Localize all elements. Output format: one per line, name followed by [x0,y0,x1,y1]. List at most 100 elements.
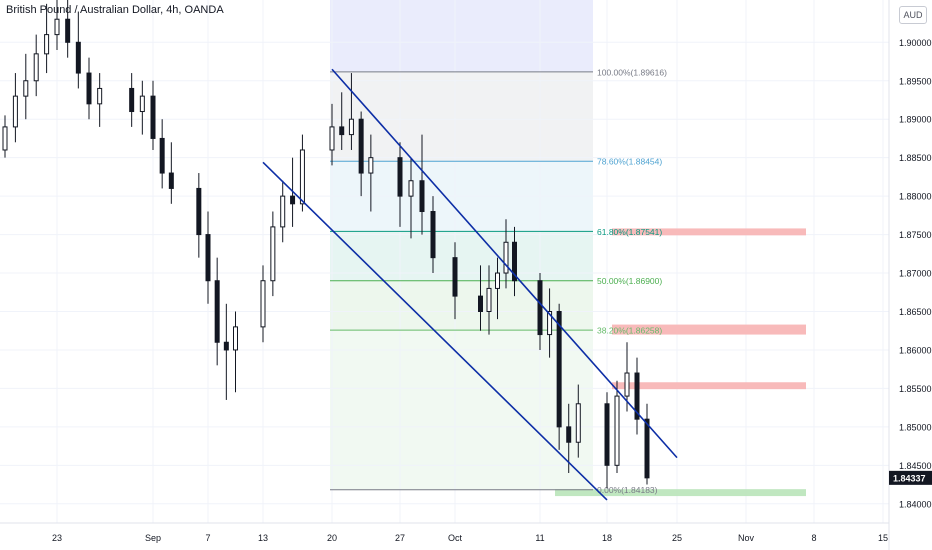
fib-band [330,231,593,281]
y-tick-label: 1.90000 [899,38,932,48]
candle [205,211,211,304]
candle-body [2,126,8,151]
candle [575,384,581,458]
candle-body [150,95,156,139]
fib-band [330,71,593,162]
y-tick-label: 1.88000 [899,192,932,202]
candle-body [430,211,436,259]
currency-button[interactable]: AUD [899,6,927,24]
fib-levels-layer: 100.00%(1.89616) 78.60%(1.88454) 61.80%(1.… [330,67,667,495]
y-tick-label: 1.86000 [899,345,932,355]
candle [419,134,425,235]
candle-body [23,80,29,97]
candle [86,57,92,120]
candle [547,288,553,358]
zone-layer [555,228,806,497]
candle [159,119,165,189]
x-tick-label: 20 [327,533,337,543]
candle [23,53,29,120]
candle-body [624,372,630,397]
candle [537,273,543,350]
x-tick-label: 11 [535,533,544,543]
candle [12,73,18,143]
candle-body [604,403,610,466]
candle [614,380,620,474]
candle [280,180,286,243]
y-tick-label: 1.84500 [899,461,932,471]
fib-level-label: 61.80%(1.87541) [597,227,662,237]
y-tick-label: 1.85500 [899,384,932,394]
candle [329,103,335,166]
fib-band [330,0,593,72]
candle [486,265,492,335]
candle-body [44,34,50,55]
x-tick-label: 15 [878,533,888,543]
resistance-zone [612,228,806,236]
candle-body [419,180,425,213]
candle [495,257,500,320]
candle-body [358,118,364,174]
candle [139,80,145,135]
candle-body [503,241,509,274]
candle [430,196,436,274]
fib-band [330,280,593,331]
candle [408,157,414,239]
candle-body [168,172,174,189]
y-tick-label: 1.87500 [899,230,932,240]
y-tick-label: 1.86500 [899,307,932,317]
candle [150,80,156,150]
x-tick-label: 8 [811,533,816,543]
candle [2,115,8,158]
candle-body [547,310,553,336]
candle [168,142,174,204]
support-zone [555,489,806,497]
candle-body [75,41,81,74]
candle-body [86,72,92,105]
fib-background-layer [330,0,593,490]
candles-layer [2,0,650,489]
y-tick-label: 1.85000 [899,422,932,432]
x-tick-label: Nov [738,533,755,543]
channel-layer [262,68,678,501]
candle-body [97,87,103,105]
last-price-tag [889,470,932,485]
candle [214,257,220,366]
candle-body [233,326,238,351]
resistance-zone [612,382,806,390]
candle-body [368,157,374,174]
candle-body [329,126,335,151]
x-tick-label: 13 [258,533,268,543]
candle-body [214,280,220,343]
last-price-label: 1.84337 [893,473,926,483]
fib-level-label: 100.00%(1.89616) [597,67,667,77]
candle-body [397,157,403,197]
candle [65,0,71,58]
chart-title: British Pound / Australian Dollar, 4h, O… [6,4,224,16]
candle [452,242,458,320]
candle [368,134,374,212]
x-tick-label: 7 [205,533,210,543]
candle [260,265,266,343]
x-tick-label: 25 [672,533,682,543]
y-tick-label: 1.87000 [899,269,932,279]
candle [634,357,640,435]
candle [478,265,483,331]
candle-body [65,18,71,43]
y-tick-label: 1.84000 [899,499,932,509]
candle [33,34,39,97]
candle [196,173,202,258]
channel-lower-line [262,161,608,501]
candle-body [537,280,543,336]
x-tick-label: 18 [602,533,612,543]
fib-level-label: 50.00%(1.86900) [597,276,662,286]
x-tick-label: Oct [448,533,463,543]
candle-body [512,241,517,282]
candle [75,11,81,89]
candle-body [196,187,202,236]
candle [129,73,135,127]
candle-body [54,18,60,36]
candle-body [644,418,650,479]
candle-body [223,341,229,351]
